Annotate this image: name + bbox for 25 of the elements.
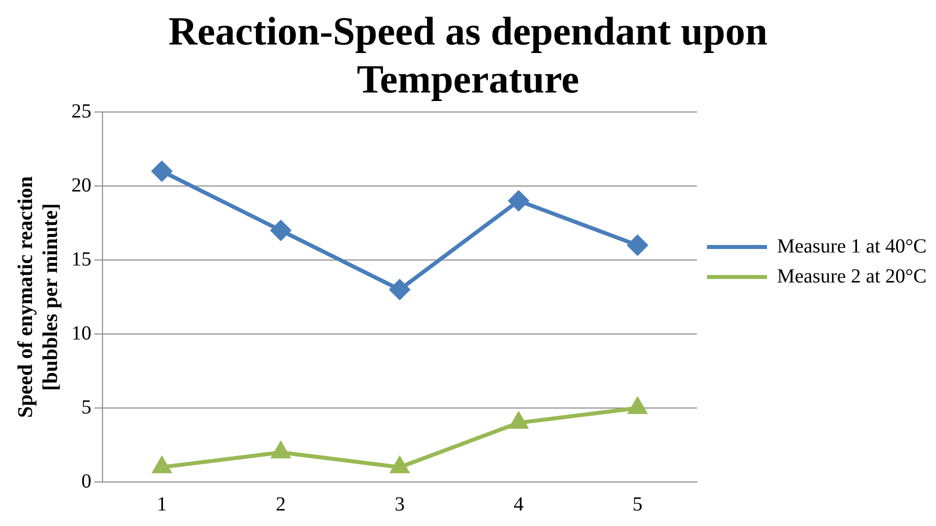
y-axis-title: Speed of enymatic reaction [bubbles per minute] — [13, 176, 62, 418]
legend-label: Measure 1 at 40°C — [777, 235, 927, 258]
point — [508, 190, 529, 211]
x-tick-label: 2 — [276, 493, 286, 516]
point — [390, 280, 410, 300]
legend-label: Measure 2 at 20°C — [777, 265, 927, 288]
point — [628, 235, 648, 256]
y-tick-label: 5 — [81, 396, 92, 418]
point — [152, 161, 172, 182]
x-tick-label: 5 — [632, 493, 643, 516]
y-tick-label: 20 — [71, 174, 92, 196]
y-tick-label: 25 — [71, 100, 92, 122]
point — [152, 457, 171, 474]
point — [390, 457, 409, 474]
x-tick-label: 1 — [156, 493, 167, 516]
y-tick-label: 0 — [81, 470, 92, 492]
y-tick-label: 10 — [71, 322, 92, 344]
chart-title: Reaction-Speed as dependant upon Temperature — [168, 8, 768, 102]
point — [510, 412, 528, 429]
x-tick-label: 4 — [514, 493, 524, 516]
x-tick-label: 3 — [394, 493, 405, 516]
point — [270, 220, 291, 240]
point — [272, 442, 290, 458]
point — [628, 398, 646, 414]
y-tick-label: 15 — [71, 248, 92, 270]
